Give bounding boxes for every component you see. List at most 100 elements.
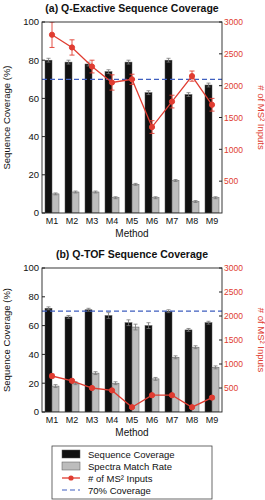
legend-box [52, 446, 212, 499]
reference-line [42, 311, 222, 312]
error-bar [190, 71, 195, 81]
bar [52, 386, 59, 412]
plot-marks [42, 307, 222, 412]
legend-marker [68, 475, 73, 480]
error-bar [70, 40, 75, 55]
line-marker [69, 378, 74, 383]
line-marker [129, 77, 134, 82]
y-tick-label: 80 [28, 291, 39, 302]
error-bar [114, 197, 118, 199]
bar [85, 310, 92, 412]
error-bar [107, 70, 111, 74]
error-bar [207, 83, 211, 87]
y-tick [42, 98, 45, 99]
error-bar [134, 183, 138, 185]
y-tick [42, 22, 45, 23]
error-bar [187, 328, 191, 331]
error-bar [147, 91, 151, 95]
x-tick-label: M2 [66, 415, 79, 425]
legend-swatch [62, 462, 80, 470]
y-tick-label: 60 [28, 320, 39, 331]
error-bar [214, 366, 218, 369]
y2-tick [219, 85, 222, 86]
y-axis-label: Sequence Coverage (%) [1, 65, 12, 169]
y-tick [42, 268, 45, 269]
legend-swatch [62, 450, 80, 458]
bar [132, 327, 139, 412]
error-bar [167, 58, 171, 62]
y2-tick-label: 1500 [224, 113, 243, 123]
error-bar [150, 121, 155, 134]
legend-label: Sequence Coverage [88, 449, 175, 460]
bar [105, 316, 112, 412]
y-tick-label: 100 [23, 16, 39, 27]
plot-marks [42, 22, 222, 213]
line-marker [49, 373, 54, 378]
bar [105, 72, 112, 213]
y2-tick [219, 316, 222, 317]
error-bar [170, 95, 175, 108]
x-tick-label: M9 [206, 415, 219, 425]
bar [145, 93, 152, 213]
bar [72, 192, 79, 213]
error-bar [174, 356, 178, 359]
error-bar [194, 346, 198, 349]
bar [172, 181, 179, 213]
legend-label: 70% Coverage [88, 485, 151, 496]
y2-tick [219, 268, 222, 269]
error-bar [47, 58, 51, 62]
x-tick-label: M8 [186, 216, 199, 226]
plot-frame [42, 268, 222, 412]
bar [92, 192, 99, 213]
y-tick [42, 60, 45, 61]
line-marker [149, 124, 154, 129]
y2-tick-label: 1500 [224, 335, 243, 345]
bar [85, 64, 92, 213]
y-tick-label: 0 [34, 406, 39, 417]
error-bar [207, 321, 211, 324]
panel: (a) Q-Exactive Sequence Coverage02040608… [1, 2, 265, 239]
y-tick [42, 136, 45, 137]
error-bar [174, 180, 178, 182]
y-tick [42, 354, 45, 355]
error-bar [134, 324, 138, 330]
y-tick-label: 40 [28, 131, 39, 142]
y-tick-label: 80 [28, 55, 39, 66]
error-bar [94, 191, 98, 193]
error-bar [210, 98, 215, 111]
line-marker [189, 405, 194, 410]
y2-axis-label: # of MS² Inputs [256, 85, 265, 150]
y2-tick-label: 2000 [224, 311, 243, 321]
error-bar [187, 93, 191, 97]
bar [185, 330, 192, 412]
error-bar [87, 308, 91, 311]
error-bar [54, 193, 58, 195]
y-axis-label: Sequence Coverage (%) [1, 288, 12, 392]
y-tick [42, 383, 45, 384]
bar [72, 383, 79, 412]
x-tick-label: M5 [126, 415, 139, 425]
y-tick-label: 40 [28, 349, 39, 360]
x-axis-label: Method [115, 228, 148, 239]
bar [112, 198, 119, 213]
plot-frame [42, 22, 222, 213]
x-tick-label: M7 [166, 415, 179, 425]
error-bar [94, 372, 98, 375]
y2-tick-label: 1000 [224, 145, 243, 155]
line [52, 376, 212, 407]
y2-tick-label: 500 [224, 383, 238, 393]
line-marker [209, 102, 214, 107]
x-tick-label: M4 [106, 216, 119, 226]
x-tick-label: M1 [46, 216, 59, 226]
x-tick-label: M8 [186, 415, 199, 425]
legend-label: # of MS² Inputs [88, 473, 153, 484]
y2-tick [219, 149, 222, 150]
y-tick-label: 20 [28, 169, 39, 180]
y2-tick [219, 53, 222, 54]
y2-tick-label: 3000 [224, 263, 243, 273]
error-bar [114, 382, 118, 385]
error-bar [90, 60, 95, 73]
bar [192, 347, 199, 412]
panel: (b) Q-TOF Sequence Coverage0204060801005… [1, 248, 265, 438]
line-marker [69, 45, 74, 50]
